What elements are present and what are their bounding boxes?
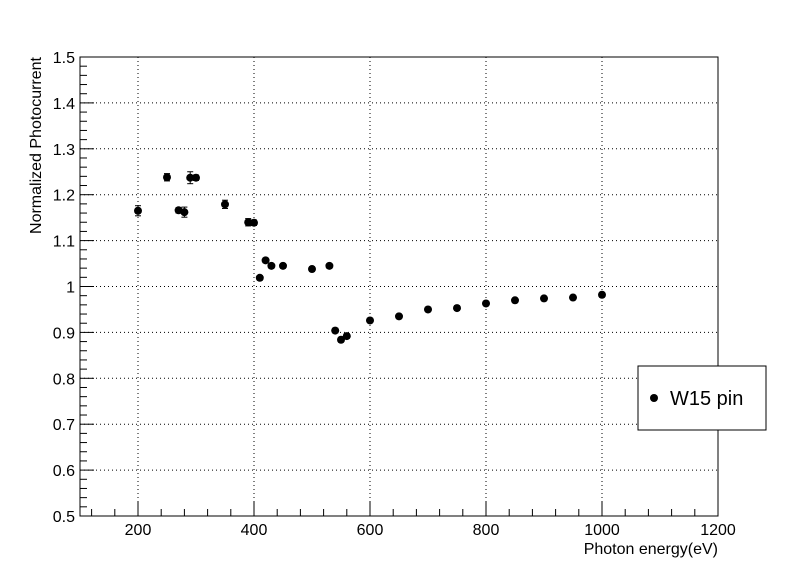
y-axis-ticks: 0.5 0.6 0.7 0.8 0.9 1 1.1 1.2 1.3 1.4 1.5 xyxy=(53,50,94,526)
grid-lines xyxy=(80,57,718,516)
legend-box xyxy=(637,365,767,431)
data-point xyxy=(342,332,351,341)
y-tick-label: 0.5 xyxy=(53,509,75,526)
y-tick-label: 1.4 xyxy=(53,96,75,113)
point-marker xyxy=(453,304,461,313)
point-marker xyxy=(261,256,270,265)
data-point xyxy=(192,173,200,182)
x-tick-label: 200 xyxy=(125,522,152,539)
y-axis-label: Normalized Photocurrent xyxy=(28,56,45,234)
data-point xyxy=(267,261,276,270)
legend-marker xyxy=(650,394,658,402)
data-point xyxy=(540,294,548,303)
y-tick-label: 1 xyxy=(66,280,75,297)
legend: W15 pin xyxy=(637,365,767,431)
data-point xyxy=(366,316,374,325)
x-tick-label: 600 xyxy=(357,522,384,539)
point-marker xyxy=(279,261,287,270)
x-tick-label: 1200 xyxy=(700,522,736,539)
point-marker xyxy=(250,218,258,227)
x-tick-label: 1000 xyxy=(584,522,620,539)
point-marker xyxy=(308,265,316,274)
point-marker xyxy=(134,206,142,215)
x-axis-ticks: 200 400 600 800 1000 1200 xyxy=(125,502,736,539)
point-marker xyxy=(163,173,171,182)
point-marker xyxy=(540,294,548,303)
point-marker xyxy=(192,173,200,182)
point-marker xyxy=(221,200,229,209)
data-point xyxy=(221,199,229,209)
point-marker xyxy=(325,261,334,270)
point-marker xyxy=(180,208,189,217)
data-point xyxy=(134,205,142,217)
y-tick-label: 0.7 xyxy=(53,417,75,434)
legend-label: W15 pin xyxy=(670,388,743,410)
data-point xyxy=(424,305,432,314)
plot-frame xyxy=(79,56,719,517)
y-tick-label: 1.3 xyxy=(53,142,75,159)
point-marker xyxy=(331,326,340,335)
point-marker xyxy=(424,305,432,314)
data-point xyxy=(325,261,334,270)
point-marker xyxy=(598,290,606,299)
y-tick-label: 0.9 xyxy=(53,325,75,342)
data-point xyxy=(163,173,171,182)
point-marker xyxy=(511,296,519,305)
data-point xyxy=(308,265,316,274)
data-points xyxy=(134,171,606,344)
data-point xyxy=(244,218,253,227)
data-point xyxy=(511,296,519,305)
data-point xyxy=(453,304,461,313)
point-marker xyxy=(366,316,374,325)
y-tick-label: 0.6 xyxy=(53,463,75,480)
point-marker xyxy=(267,261,276,270)
data-point xyxy=(180,206,189,218)
data-point xyxy=(337,335,345,344)
y-tick-label: 1.1 xyxy=(53,234,75,251)
data-point xyxy=(482,299,490,308)
data-point xyxy=(261,256,270,265)
data-point xyxy=(186,171,195,185)
point-marker xyxy=(186,173,195,182)
y-tick-label: 0.8 xyxy=(53,371,75,388)
data-point xyxy=(569,293,577,302)
data-point xyxy=(395,312,403,321)
x-tick-label: 400 xyxy=(241,522,268,539)
point-marker xyxy=(395,312,403,321)
x-axis-label: Photon energy(eV) xyxy=(584,541,718,558)
y-tick-label: 1.2 xyxy=(53,188,75,205)
point-marker xyxy=(337,335,345,344)
point-marker xyxy=(342,332,351,341)
x-tick-label: 800 xyxy=(473,522,500,539)
y-tick-label: 1.5 xyxy=(53,50,75,67)
data-point xyxy=(598,290,606,299)
point-marker xyxy=(244,218,253,227)
data-point xyxy=(279,261,287,270)
data-point xyxy=(250,218,258,227)
point-marker xyxy=(482,299,490,308)
data-point xyxy=(331,326,340,335)
point-marker xyxy=(255,273,264,282)
point-marker xyxy=(569,293,577,302)
data-point xyxy=(255,273,264,282)
